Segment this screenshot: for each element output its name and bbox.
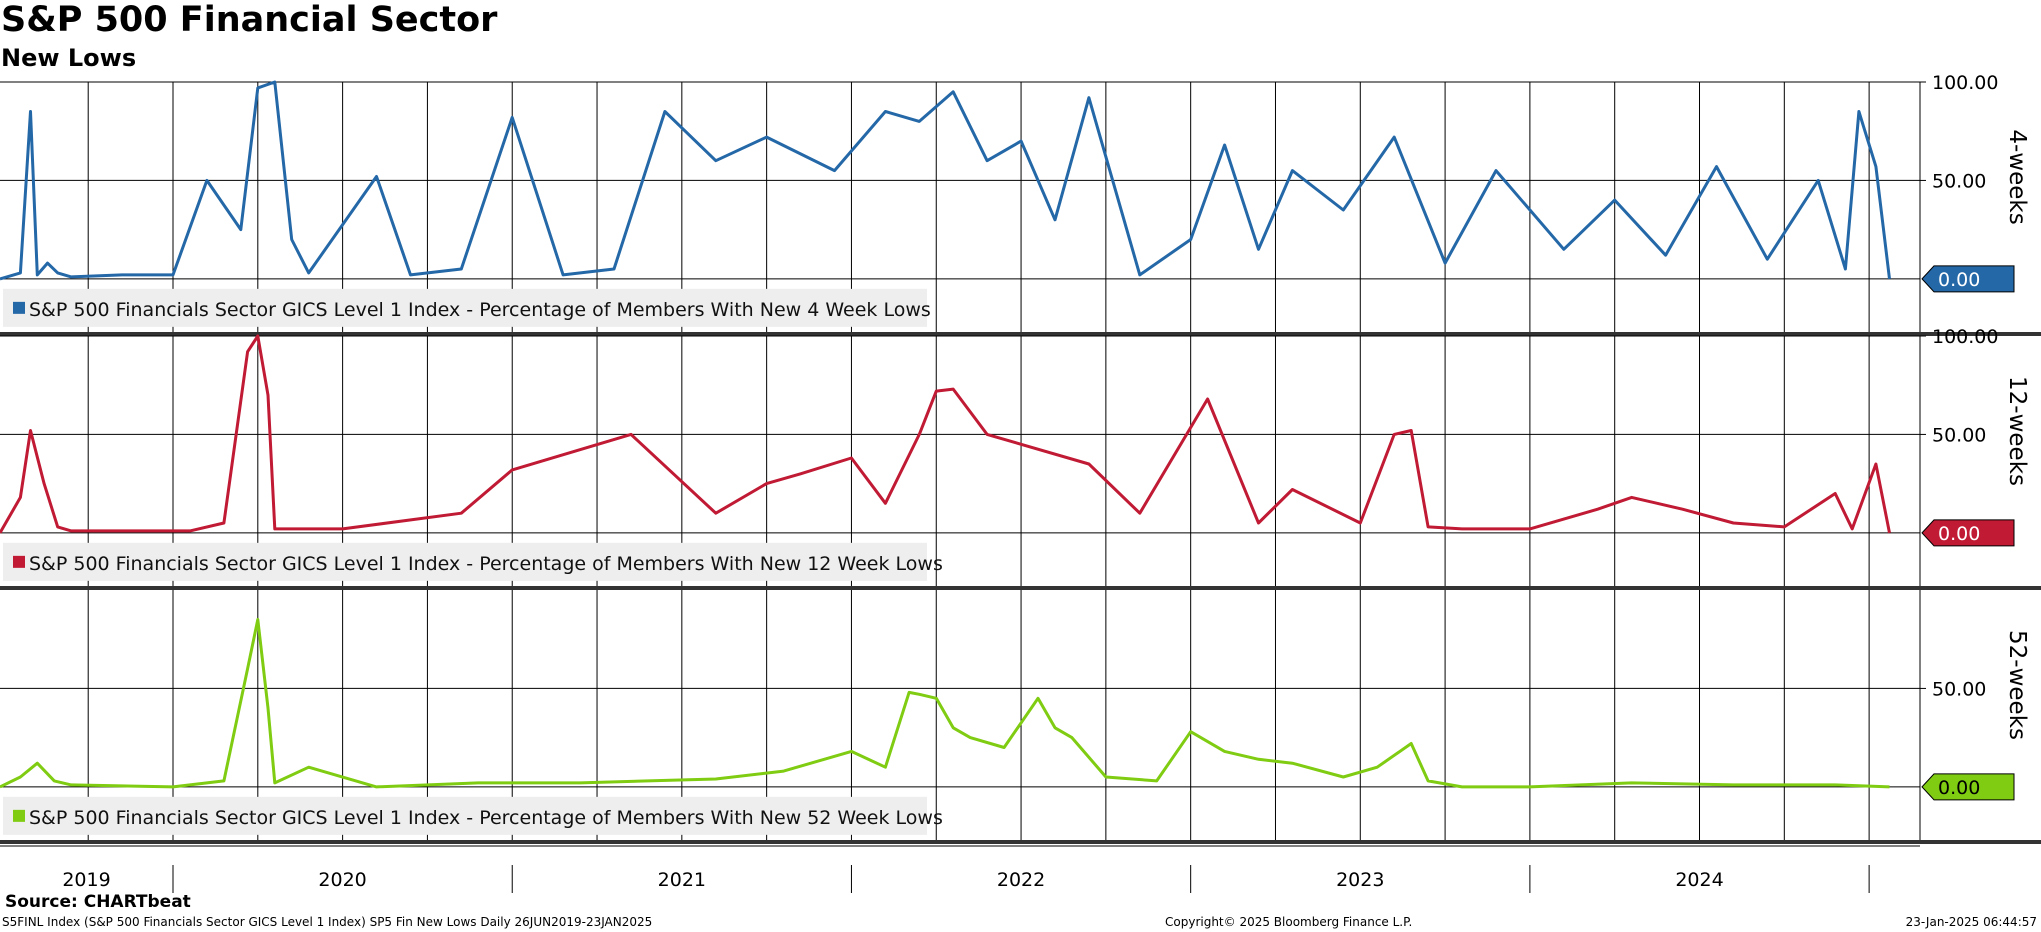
legend-label: S&P 500 Financials Sector GICS Level 1 I… [29,299,931,321]
panel-4-weeks: 100.00 50.00 0.00 4-weeks S&P 500 Financials… [0,72,2041,336]
x-tick-label: 2024 [1675,869,1723,891]
panel-52-weeks: 50.00 0.00 52-weeks S&P 500 Financials Sect… [0,590,2041,844]
x-tick-label: 2020 [318,869,366,891]
y-tick-label: 50.00 [1932,678,1986,700]
footer-description: S5FINL Index (S&P 500 Financials Sector … [2,915,653,929]
source-label: Source: CHARTbeat [5,892,191,912]
footer-timestamp: 23-Jan-2025 06:44:57 [1905,915,2037,929]
x-axis: 2019 2020 2021 2022 2023 2024 [0,845,1920,893]
series-line-12-weeks [0,334,1891,534]
chart-title: S&P 500 Financial Sector [1,0,498,40]
legend-label: S&P 500 Financials Sector GICS Level 1 I… [29,807,943,829]
chart-subtitle: New Lows [1,44,137,72]
footer-copyright: Copyright© 2025 Bloomberg Finance L.P. [1165,915,1413,929]
y-tick-label: 100.00 [1932,72,1998,94]
x-tick-label: 2021 [658,869,706,891]
legend-swatch [13,301,25,314]
legend-swatch [13,809,25,822]
series-line-4-weeks [0,80,1891,281]
legend-label: S&P 500 Financials Sector GICS Level 1 I… [29,553,943,575]
legend-box [3,288,927,327]
axis-title-12-weeks: 12-weeks [2004,376,2030,486]
series-line-52-weeks [0,618,1890,789]
y-tick-label: 50.00 [1932,170,1986,192]
last-value-label: 0.00 [1938,523,1980,545]
last-value-label: 0.00 [1938,269,1980,291]
axis-title-52-weeks: 52-weeks [2004,630,2030,740]
last-value-badge [1921,773,2015,801]
y-tick-label: 50.00 [1932,424,1986,446]
legend-swatch [13,555,25,568]
y-tick-label: 100.00 [1932,326,1998,348]
last-value-label: 0.00 [1938,777,1980,799]
x-tick-label: 2019 [62,869,110,891]
panel-12-weeks: 100.00 50.00 0.00 12-weeks S&P 500 Financial… [0,326,2041,590]
legend-box [3,542,927,581]
last-value-badge [1921,519,2015,547]
x-tick-label: 2022 [997,869,1045,891]
last-value-badge [1921,265,2015,293]
axis-title-4-weeks: 4-weeks [2004,129,2030,224]
x-tick-label: 2023 [1336,869,1384,891]
legend-box [3,796,927,835]
